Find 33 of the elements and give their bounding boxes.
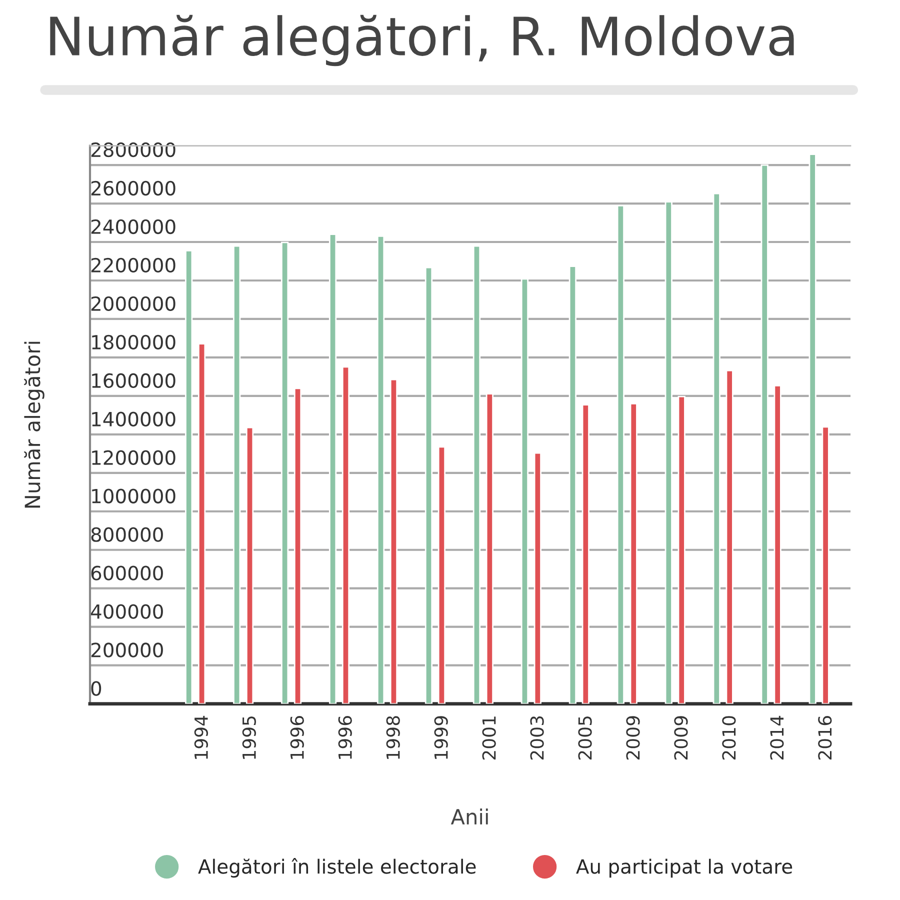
- legend-label: Au participat la votare: [576, 858, 792, 878]
- x-tick-label: 2003: [530, 716, 544, 760]
- y-tick-label: 1600000: [92, 373, 176, 388]
- x-tick-label: 1996: [290, 716, 304, 759]
- y-tick-label: 2400000: [91, 219, 176, 234]
- x-tick-label: 2009: [674, 716, 688, 760]
- x-tick-label: 1994: [194, 716, 208, 759]
- y-tick-label: 600000: [91, 566, 163, 580]
- legend-label: Alegători în listele electorale: [198, 858, 476, 878]
- x-tick-label: 2014: [770, 716, 784, 760]
- y-tick-label: 200000: [91, 642, 163, 658]
- x-tick-label: 2005: [578, 716, 592, 760]
- x-axis-title: Anii: [450, 808, 488, 824]
- y-tick-label: 400000: [90, 604, 163, 619]
- y-tick-label: 2600000: [91, 180, 176, 196]
- y-tick-label: 800000: [91, 527, 163, 542]
- x-tick-label: 2010: [722, 716, 736, 760]
- x-tick-label: 1996: [338, 716, 352, 759]
- x-tick-label: 2016: [818, 716, 832, 760]
- y-tick-label: 1400000: [92, 412, 176, 426]
- x-tick-label: 2009: [626, 716, 640, 760]
- y-axis-title: Număr alegători: [24, 342, 44, 508]
- y-tick-label: 2200000: [91, 258, 176, 273]
- x-tick-label: 2001: [482, 716, 496, 760]
- y-tick-label: 1800000: [92, 334, 176, 350]
- chart-title: Număr alegători, R. Moldova: [50, 14, 794, 66]
- y-tick-label: 2000000: [91, 296, 176, 312]
- x-tick-label: 1999: [434, 716, 448, 759]
- y-tick-label: 1200000: [92, 450, 176, 465]
- x-tick-label: 1995: [242, 716, 256, 759]
- y-tick-label: 1000000: [92, 488, 176, 504]
- y-tick-label: 0: [91, 681, 102, 696]
- x-tick-label: 1998: [386, 716, 400, 759]
